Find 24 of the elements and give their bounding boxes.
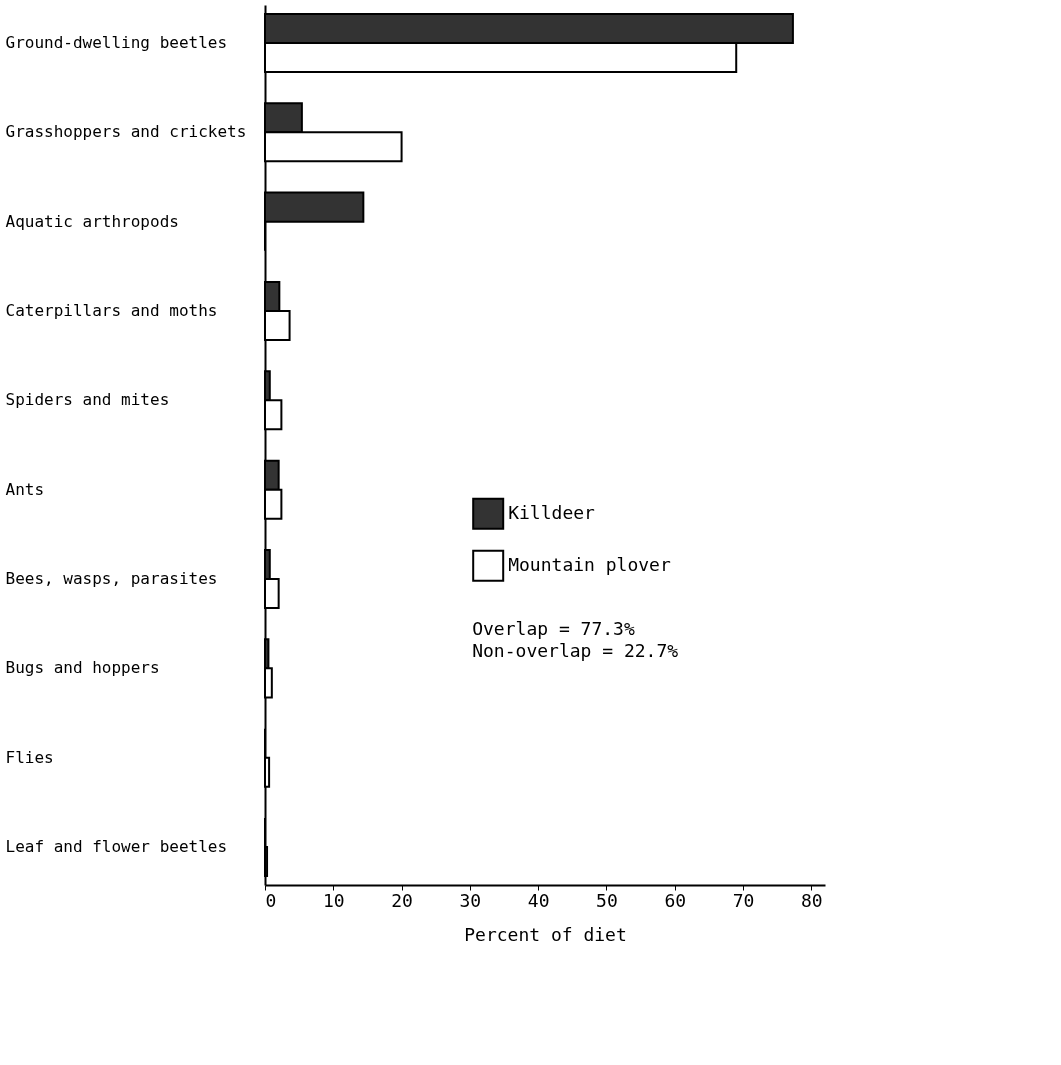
legend-label: Mountain plover [508, 553, 671, 575]
y-tick-label: Aquatic arthropods [5, 211, 179, 231]
annotation: Overlap = 77.3% [472, 618, 635, 639]
y-tick-label: Ground-dwelling beetles [5, 32, 228, 52]
x-tick-label: 0 [265, 889, 277, 911]
y-tick-label: Grasshoppers and crickets [5, 122, 247, 142]
y-tick-label: Leaf and flower beetles [5, 837, 228, 857]
x-tick-label: 50 [596, 889, 618, 911]
x-tick-label: 30 [459, 889, 482, 911]
x-tick-label: 40 [527, 889, 550, 911]
annotation: Non-overlap = 22.7% [472, 640, 679, 661]
x-tick-label: 20 [391, 889, 413, 911]
x-tick-label: 10 [322, 889, 345, 911]
legend-label: Killdeer [508, 501, 596, 523]
x-tick-label: 70 [732, 889, 755, 911]
y-tick-label: Bees, wasps, parasites [5, 569, 218, 589]
x-axis-title: Percent of diet [464, 923, 627, 945]
y-tick-label: Flies [5, 747, 54, 767]
y-tick-label: Ants [5, 479, 45, 499]
x-tick-label: 80 [801, 889, 823, 911]
y-tick-label: Bugs and hoppers [5, 658, 160, 678]
y-tick-label: Spiders and mites [5, 390, 170, 410]
y-tick-label: Caterpillars and moths [5, 300, 218, 320]
x-tick-label: 60 [664, 889, 687, 911]
